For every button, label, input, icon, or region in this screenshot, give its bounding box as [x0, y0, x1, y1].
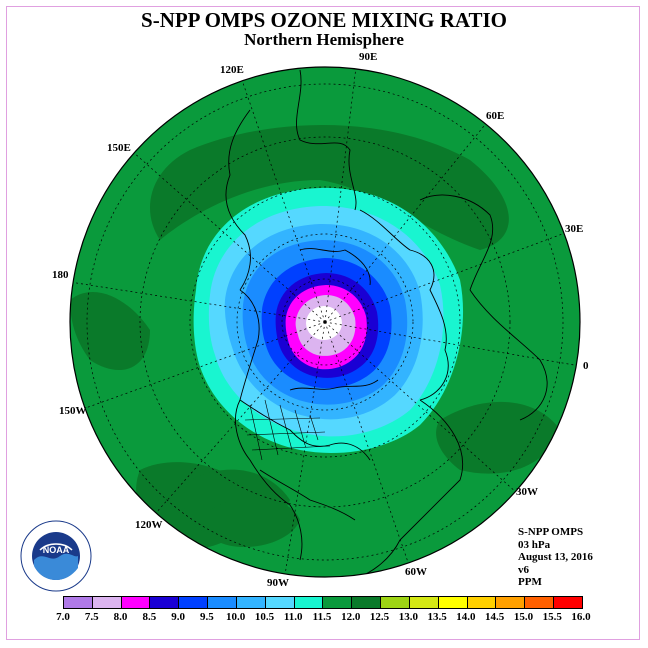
noaa-logo-text: NOAA: [43, 545, 70, 555]
lon-label-90e: 90E: [359, 51, 378, 63]
legend-swatch: [64, 597, 93, 608]
legend-label: 10.0: [226, 611, 246, 623]
lon-label-0: 0: [583, 360, 589, 372]
info-level: 03 hPa: [518, 538, 551, 551]
legend-swatch: [352, 597, 382, 608]
info-units: PPM: [518, 576, 542, 588]
field-12-0-north: [150, 125, 509, 250]
legend-swatch: [409, 597, 439, 608]
lon-label-60w: 60W: [405, 566, 427, 578]
legend-label: 15.0: [513, 611, 534, 623]
legend-labels: 7.0 7.5 8.0 8.5 9.0 9.5 10.0 10.5 11.0 11.5 12.0 12…: [56, 609, 603, 623]
legend-swatch: [525, 597, 555, 608]
coastlines: [225, 69, 548, 577]
legend-swatch: [554, 597, 582, 608]
field-12-0-east: [436, 401, 560, 474]
legend-swatch: [294, 597, 324, 608]
legend-label: 10.5: [254, 611, 275, 623]
plot-frame: [6, 6, 640, 640]
state-lines: [244, 399, 331, 461]
legend-swatch: [208, 597, 237, 608]
map-boundary: [69, 66, 581, 578]
legend-label: 7.5: [84, 611, 99, 623]
graticule: [70, 67, 580, 576]
legend-swatch: [236, 597, 266, 608]
lon-label-180: 180: [52, 269, 69, 281]
legend-swatch: [438, 597, 468, 608]
field-12-0-south-center: [210, 497, 300, 548]
legend-label: 12.0: [341, 611, 361, 623]
legend-label: 14.5: [485, 611, 505, 623]
legend-label: 8.5: [142, 611, 157, 623]
legend-label: 13.5: [427, 611, 447, 623]
info-date: August 13, 2016: [518, 551, 593, 563]
legend-swatch: [265, 597, 295, 608]
noaa-logo: NOAA: [20, 520, 92, 592]
legend-label: 8.0: [113, 611, 128, 623]
legend-label: 16.0: [571, 611, 591, 623]
info-version: v6: [518, 563, 529, 576]
legend-swatch: [467, 597, 497, 608]
lon-label-150w: 150W: [59, 405, 87, 417]
lon-label-60e: 60E: [486, 110, 505, 122]
product-info: S-NPP OMPS 03 hPa August 13, 2016 v6 PPM: [518, 526, 593, 589]
info-product: S-NPP OMPS: [518, 526, 584, 538]
color-legend: 7.0 7.5 8.0 8.5 9.0 9.5 10.0 10.5 11.0 11.5 12.0 12…: [56, 596, 603, 623]
legend-swatch: [496, 597, 526, 608]
legend-bar: [63, 596, 583, 609]
lon-label-150e: 150E: [107, 142, 131, 154]
legend-label: 9.5: [200, 611, 214, 623]
field-12-0-west: [70, 291, 150, 370]
lon-label-30e: 30E: [565, 223, 584, 235]
map-subtitle: Northern Hemisphere: [244, 30, 404, 49]
legend-label: 9.0: [171, 611, 185, 623]
lon-label-90w: 90W: [267, 577, 289, 589]
lon-label-120w: 120W: [135, 519, 163, 531]
legend-swatch: [179, 597, 209, 608]
lon-label-30w: 30W: [516, 486, 538, 498]
legend-swatch: [381, 597, 410, 608]
legend-label: 15.5: [542, 611, 562, 623]
legend-label: 14.0: [456, 611, 476, 623]
lon-label-120e: 120E: [220, 64, 244, 76]
legend-label: 12.5: [369, 611, 390, 623]
legend-label: 13.0: [398, 611, 418, 623]
legend-label: 7.0: [56, 611, 70, 623]
legend-swatch: [150, 597, 180, 608]
legend-label: 11.0: [283, 611, 303, 623]
map-title: S-NPP OMPS OZONE MIXING RATIO: [141, 8, 507, 32]
legend-swatch: [323, 597, 353, 608]
legend-label: 11.5: [312, 611, 332, 623]
legend-swatch: [121, 597, 151, 608]
legend-swatch: [92, 597, 122, 608]
